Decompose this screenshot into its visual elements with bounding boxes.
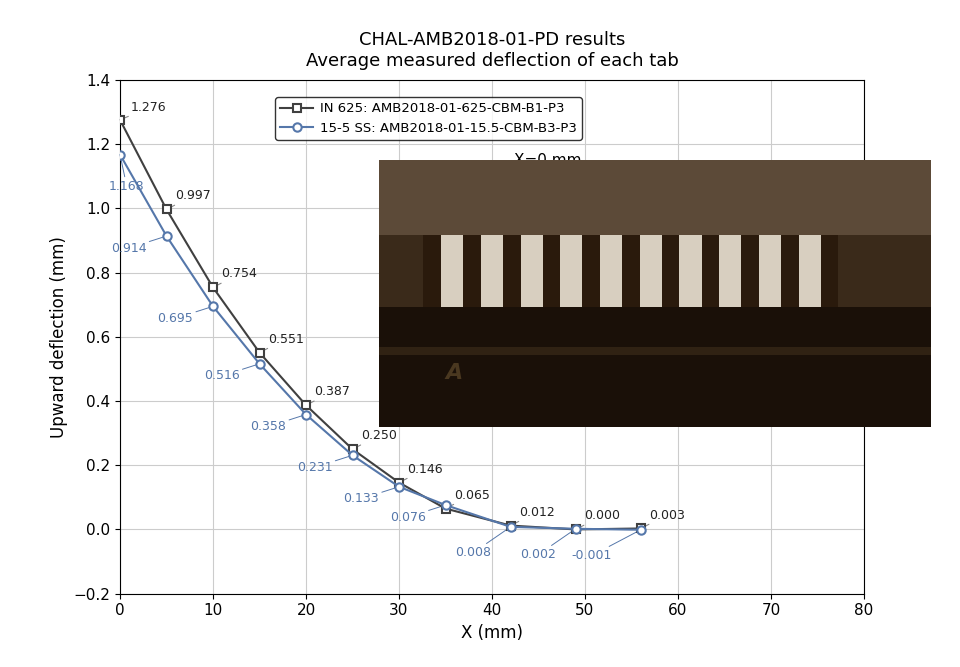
- Text: 0.146: 0.146: [399, 463, 443, 482]
- Text: X=0 mm: X=0 mm: [429, 153, 582, 231]
- 15-5 SS: AMB2018-01-15.5-CBM-B3-P3: (30, 0.133): AMB2018-01-15.5-CBM-B3-P3: (30, 0.133): [394, 483, 405, 491]
- Bar: [520, 235, 542, 307]
- Text: 0.000: 0.000: [576, 510, 620, 530]
- Bar: [542, 235, 561, 307]
- 15-5 SS: AMB2018-01-15.5-CBM-B3-P3: (15, 0.516): AMB2018-01-15.5-CBM-B3-P3: (15, 0.516): [253, 360, 265, 368]
- IN 625: AMB2018-01-625-CBM-B1-P3: (10, 0.754): AMB2018-01-625-CBM-B1-P3: (10, 0.754): [207, 283, 219, 291]
- Text: A: A: [445, 363, 463, 383]
- Bar: [379, 160, 931, 235]
- Bar: [781, 235, 799, 307]
- IN 625: AMB2018-01-625-CBM-B1-P3: (25, 0.25): AMB2018-01-625-CBM-B1-P3: (25, 0.25): [347, 445, 358, 453]
- 15-5 SS: AMB2018-01-15.5-CBM-B3-P3: (25, 0.231): AMB2018-01-15.5-CBM-B3-P3: (25, 0.231): [347, 452, 358, 460]
- Bar: [741, 235, 759, 307]
- 15-5 SS: AMB2018-01-15.5-CBM-B3-P3: (5, 0.914): AMB2018-01-15.5-CBM-B3-P3: (5, 0.914): [160, 232, 172, 240]
- Bar: [441, 235, 463, 307]
- Y-axis label: Upward deflection (mm): Upward deflection (mm): [50, 236, 68, 438]
- Bar: [680, 235, 702, 307]
- Bar: [463, 235, 481, 307]
- Text: 0.754: 0.754: [213, 267, 257, 287]
- Bar: [503, 235, 520, 307]
- 15-5 SS: AMB2018-01-15.5-CBM-B3-P3: (49, 0.002): AMB2018-01-15.5-CBM-B3-P3: (49, 0.002): [570, 525, 582, 533]
- Bar: [661, 235, 680, 307]
- Text: 0.387: 0.387: [306, 386, 350, 406]
- Bar: [583, 235, 600, 307]
- Text: 0.997: 0.997: [166, 189, 210, 209]
- Text: 0.358: 0.358: [251, 414, 306, 433]
- Text: 0.003: 0.003: [641, 508, 685, 528]
- 15-5 SS: AMB2018-01-15.5-CBM-B3-P3: (56, -0.001): AMB2018-01-15.5-CBM-B3-P3: (56, -0.001): [636, 526, 647, 534]
- Bar: [639, 235, 661, 307]
- Bar: [799, 235, 821, 307]
- Title: CHAL-AMB2018-01-PD results
Average measured deflection of each tab: CHAL-AMB2018-01-PD results Average measu…: [305, 31, 679, 70]
- Line: 15-5 SS: AMB2018-01-15.5-CBM-B3-P3: 15-5 SS: AMB2018-01-15.5-CBM-B3-P3: [116, 150, 645, 534]
- Text: 0.231: 0.231: [297, 456, 352, 474]
- IN 625: AMB2018-01-625-CBM-B1-P3: (5, 0.997): AMB2018-01-625-CBM-B1-P3: (5, 0.997): [160, 205, 172, 213]
- IN 625: AMB2018-01-625-CBM-B1-P3: (49, 0): AMB2018-01-625-CBM-B1-P3: (49, 0): [570, 526, 582, 534]
- Bar: [702, 235, 719, 307]
- Bar: [719, 235, 741, 307]
- Bar: [481, 235, 503, 307]
- IN 625: AMB2018-01-625-CBM-B1-P3: (20, 0.387): AMB2018-01-625-CBM-B1-P3: (20, 0.387): [300, 402, 312, 410]
- Text: 0.012: 0.012: [511, 506, 555, 526]
- Bar: [600, 235, 622, 307]
- Text: 0.065: 0.065: [445, 489, 490, 508]
- Text: 0.076: 0.076: [390, 505, 445, 524]
- Text: 0.133: 0.133: [344, 487, 399, 506]
- 15-5 SS: AMB2018-01-15.5-CBM-B3-P3: (0, 1.17): AMB2018-01-15.5-CBM-B3-P3: (0, 1.17): [114, 151, 126, 159]
- Bar: [622, 235, 639, 307]
- Bar: [821, 235, 838, 307]
- Text: 1.276: 1.276: [120, 101, 167, 120]
- IN 625: AMB2018-01-625-CBM-B1-P3: (30, 0.146): AMB2018-01-625-CBM-B1-P3: (30, 0.146): [394, 478, 405, 486]
- Bar: [379, 160, 931, 307]
- Text: 0.008: 0.008: [455, 527, 511, 560]
- Text: 0.516: 0.516: [204, 364, 259, 382]
- IN 625: AMB2018-01-625-CBM-B1-P3: (56, 0.003): AMB2018-01-625-CBM-B1-P3: (56, 0.003): [636, 524, 647, 532]
- X-axis label: X (mm): X (mm): [461, 624, 523, 642]
- IN 625: AMB2018-01-625-CBM-B1-P3: (42, 0.012): AMB2018-01-625-CBM-B1-P3: (42, 0.012): [505, 522, 516, 530]
- Bar: [379, 347, 931, 355]
- 15-5 SS: AMB2018-01-15.5-CBM-B3-P3: (42, 0.008): AMB2018-01-15.5-CBM-B3-P3: (42, 0.008): [505, 523, 516, 531]
- 15-5 SS: AMB2018-01-15.5-CBM-B3-P3: (35, 0.076): AMB2018-01-15.5-CBM-B3-P3: (35, 0.076): [440, 501, 451, 509]
- 15-5 SS: AMB2018-01-15.5-CBM-B3-P3: (10, 0.695): AMB2018-01-15.5-CBM-B3-P3: (10, 0.695): [207, 302, 219, 310]
- IN 625: AMB2018-01-625-CBM-B1-P3: (15, 0.551): AMB2018-01-625-CBM-B1-P3: (15, 0.551): [253, 349, 265, 357]
- IN 625: AMB2018-01-625-CBM-B1-P3: (35, 0.065): AMB2018-01-625-CBM-B1-P3: (35, 0.065): [440, 504, 451, 512]
- Bar: [379, 307, 931, 427]
- Bar: [561, 235, 583, 307]
- 15-5 SS: AMB2018-01-15.5-CBM-B3-P3: (20, 0.358): AMB2018-01-15.5-CBM-B3-P3: (20, 0.358): [300, 410, 312, 418]
- Text: 0.002: 0.002: [520, 529, 576, 561]
- Text: 0.914: 0.914: [111, 236, 166, 255]
- Text: 0.695: 0.695: [157, 306, 213, 325]
- Text: 0.551: 0.551: [259, 333, 303, 353]
- Text: -0.001: -0.001: [571, 530, 641, 562]
- Bar: [423, 235, 441, 307]
- IN 625: AMB2018-01-625-CBM-B1-P3: (0, 1.28): AMB2018-01-625-CBM-B1-P3: (0, 1.28): [114, 116, 126, 124]
- Bar: [759, 235, 781, 307]
- Legend: IN 625: AMB2018-01-625-CBM-B1-P3, 15-5 SS: AMB2018-01-15.5-CBM-B3-P3: IN 625: AMB2018-01-625-CBM-B1-P3, 15-5 S…: [276, 97, 582, 140]
- Text: 0.250: 0.250: [352, 430, 396, 449]
- Line: IN 625: AMB2018-01-625-CBM-B1-P3: IN 625: AMB2018-01-625-CBM-B1-P3: [116, 115, 645, 534]
- Text: 1.168: 1.168: [108, 155, 145, 193]
